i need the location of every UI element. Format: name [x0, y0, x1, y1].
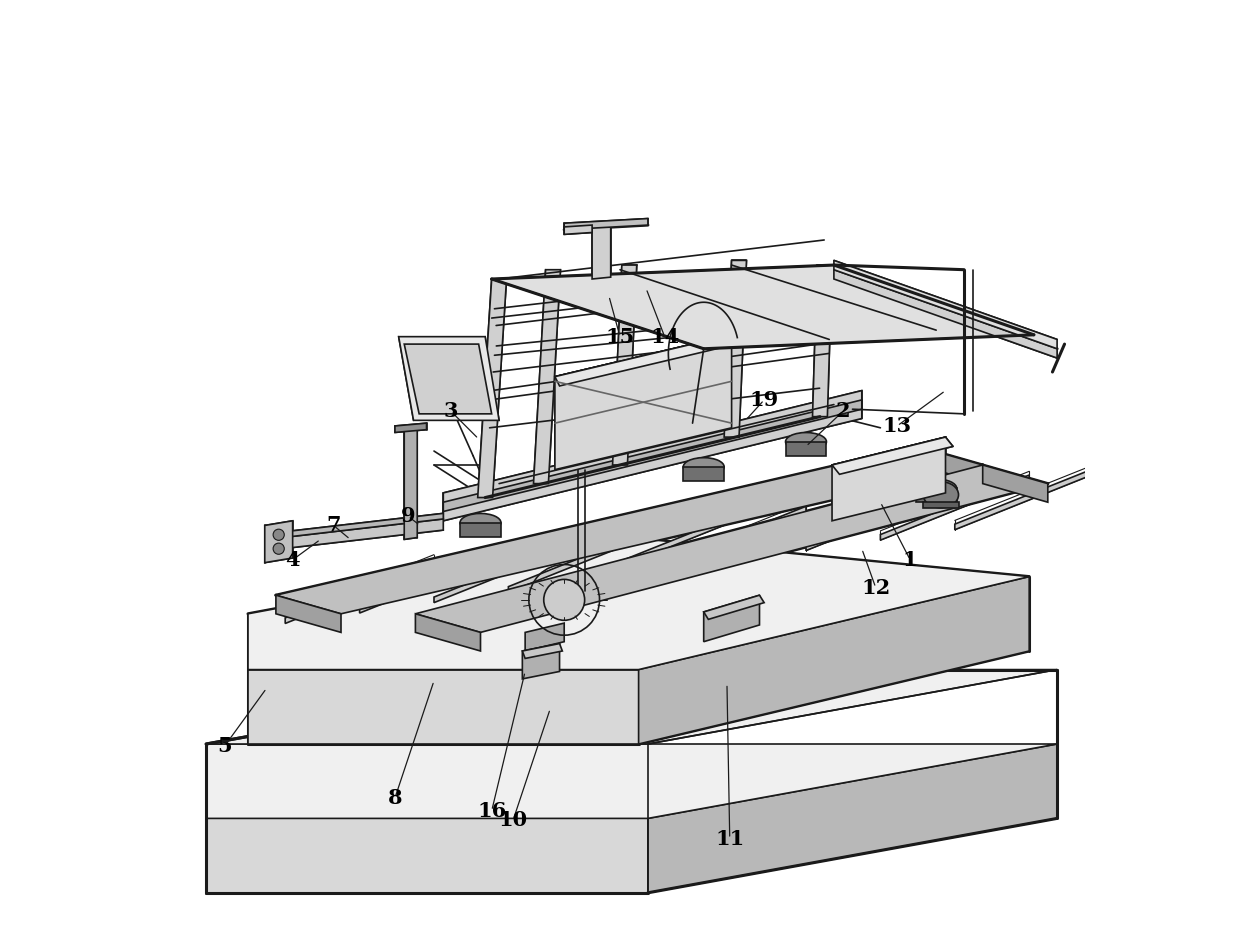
Polygon shape — [398, 337, 498, 420]
Polygon shape — [639, 577, 1029, 744]
Polygon shape — [982, 465, 1048, 502]
Circle shape — [273, 529, 284, 540]
Ellipse shape — [915, 479, 956, 498]
Polygon shape — [880, 475, 1029, 540]
Polygon shape — [732, 496, 880, 561]
Polygon shape — [248, 670, 639, 744]
Polygon shape — [206, 744, 1056, 818]
Ellipse shape — [683, 458, 724, 476]
Polygon shape — [267, 513, 444, 539]
Polygon shape — [477, 279, 506, 498]
Text: 19: 19 — [749, 390, 779, 410]
Text: 14: 14 — [650, 326, 680, 347]
Polygon shape — [267, 519, 444, 551]
Text: 5: 5 — [217, 736, 232, 756]
Polygon shape — [206, 670, 1056, 744]
Polygon shape — [683, 467, 724, 481]
Text: 4: 4 — [285, 550, 300, 570]
Ellipse shape — [786, 432, 826, 451]
Polygon shape — [206, 818, 647, 893]
Polygon shape — [918, 446, 982, 484]
Text: 15: 15 — [605, 326, 635, 347]
Polygon shape — [554, 335, 737, 386]
Ellipse shape — [923, 482, 959, 508]
Polygon shape — [703, 595, 759, 642]
Polygon shape — [404, 344, 491, 414]
Polygon shape — [832, 437, 952, 474]
Text: 16: 16 — [477, 801, 506, 821]
Polygon shape — [703, 595, 764, 619]
Polygon shape — [285, 558, 434, 623]
Polygon shape — [444, 391, 862, 521]
Text: 3: 3 — [444, 401, 458, 421]
Circle shape — [273, 543, 284, 554]
Polygon shape — [415, 614, 480, 651]
Polygon shape — [564, 219, 647, 230]
Ellipse shape — [460, 513, 501, 532]
Polygon shape — [583, 517, 732, 582]
Polygon shape — [657, 506, 806, 571]
Polygon shape — [832, 437, 945, 521]
Polygon shape — [248, 539, 1029, 670]
Polygon shape — [444, 400, 862, 512]
Polygon shape — [434, 538, 583, 603]
Polygon shape — [275, 595, 341, 632]
Circle shape — [543, 579, 585, 620]
Polygon shape — [275, 446, 982, 614]
Text: 7: 7 — [326, 515, 341, 536]
Text: 1: 1 — [903, 550, 918, 570]
Polygon shape — [591, 223, 610, 279]
Polygon shape — [806, 485, 955, 551]
Polygon shape — [533, 270, 560, 484]
Text: 2: 2 — [836, 401, 851, 421]
Text: 10: 10 — [498, 810, 527, 830]
Polygon shape — [522, 644, 559, 679]
Polygon shape — [522, 644, 562, 658]
Polygon shape — [955, 465, 1104, 530]
Polygon shape — [923, 502, 959, 508]
Polygon shape — [360, 548, 508, 613]
Polygon shape — [812, 265, 832, 417]
Text: 9: 9 — [401, 506, 415, 526]
Polygon shape — [415, 465, 1048, 632]
Polygon shape — [613, 265, 637, 465]
Polygon shape — [394, 423, 427, 432]
Polygon shape — [554, 335, 732, 470]
Text: 13: 13 — [883, 416, 911, 436]
Polygon shape — [786, 442, 826, 456]
Polygon shape — [460, 523, 501, 537]
Polygon shape — [833, 270, 1056, 358]
Polygon shape — [564, 225, 591, 234]
Polygon shape — [833, 260, 1056, 349]
Polygon shape — [491, 265, 1034, 349]
Text: 11: 11 — [715, 829, 744, 849]
Polygon shape — [526, 623, 564, 651]
Polygon shape — [508, 527, 657, 592]
Polygon shape — [724, 260, 746, 437]
Text: 8: 8 — [388, 788, 402, 808]
Polygon shape — [647, 744, 1056, 893]
Polygon shape — [264, 521, 293, 563]
Polygon shape — [915, 488, 956, 502]
Polygon shape — [404, 428, 417, 539]
Text: 12: 12 — [861, 578, 890, 598]
